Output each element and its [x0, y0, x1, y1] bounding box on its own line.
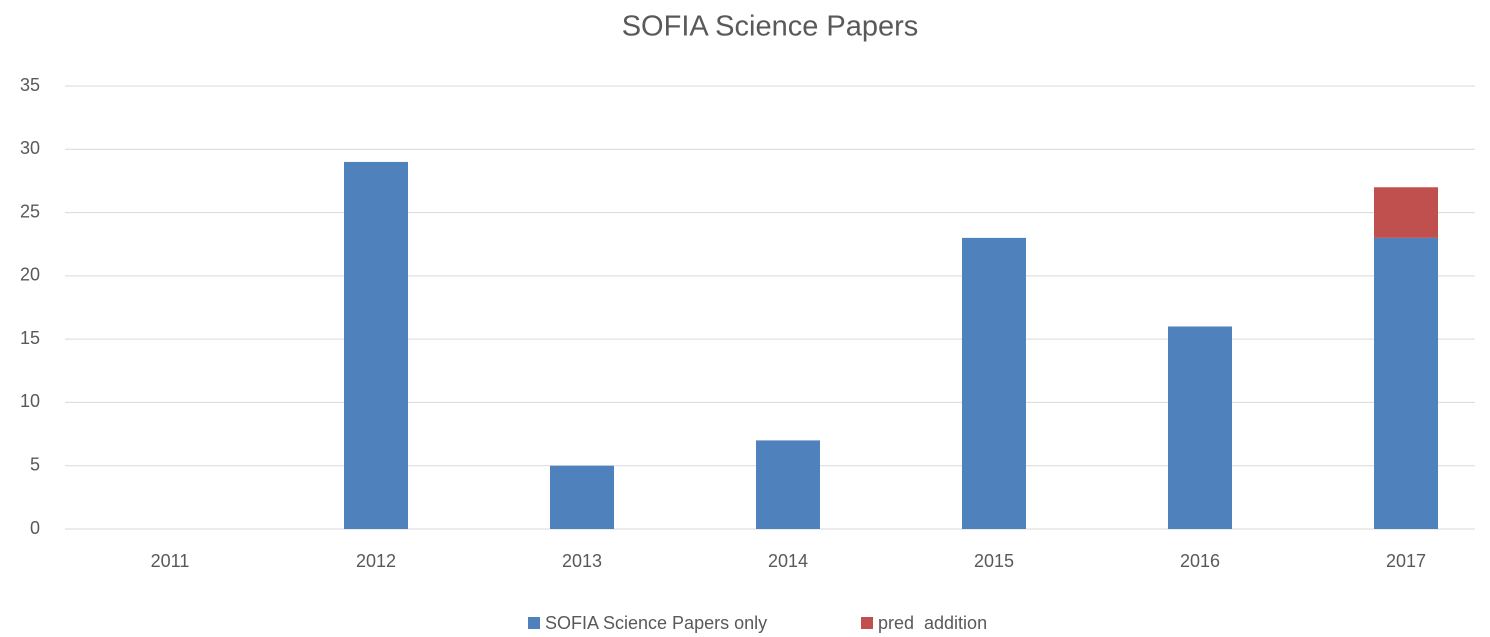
x-tick-label: 2017 — [1386, 551, 1426, 571]
y-tick-label: 10 — [20, 391, 40, 411]
x-tick-label: 2015 — [974, 551, 1014, 571]
x-tick-label: 2014 — [768, 551, 808, 571]
x-tick-label: 2013 — [562, 551, 602, 571]
bar — [1374, 237, 1438, 529]
bar — [962, 237, 1026, 529]
x-tick-label: 2011 — [151, 551, 190, 571]
bar — [1168, 326, 1232, 529]
chart-title: SOFIA Science Papers — [622, 11, 919, 43]
bar — [550, 465, 614, 529]
y-tick-label: 35 — [20, 75, 40, 95]
bar — [344, 161, 408, 529]
x-tick-label: 2016 — [1180, 551, 1220, 571]
y-tick-label: 0 — [30, 518, 40, 538]
y-tick-label: 25 — [20, 201, 40, 221]
bar — [756, 440, 820, 529]
legend-label: SOFIA Science Papers only — [545, 613, 767, 633]
y-tick-label: 30 — [20, 138, 40, 158]
x-tick-label: 2012 — [356, 551, 396, 571]
y-tick-label: 20 — [20, 265, 40, 285]
legend-swatch — [528, 617, 540, 629]
y-tick-label: 5 — [30, 454, 40, 474]
bar — [1374, 187, 1438, 238]
legend-label: pred addition — [878, 613, 987, 633]
y-tick-label: 15 — [20, 328, 40, 348]
legend-swatch — [861, 617, 873, 629]
